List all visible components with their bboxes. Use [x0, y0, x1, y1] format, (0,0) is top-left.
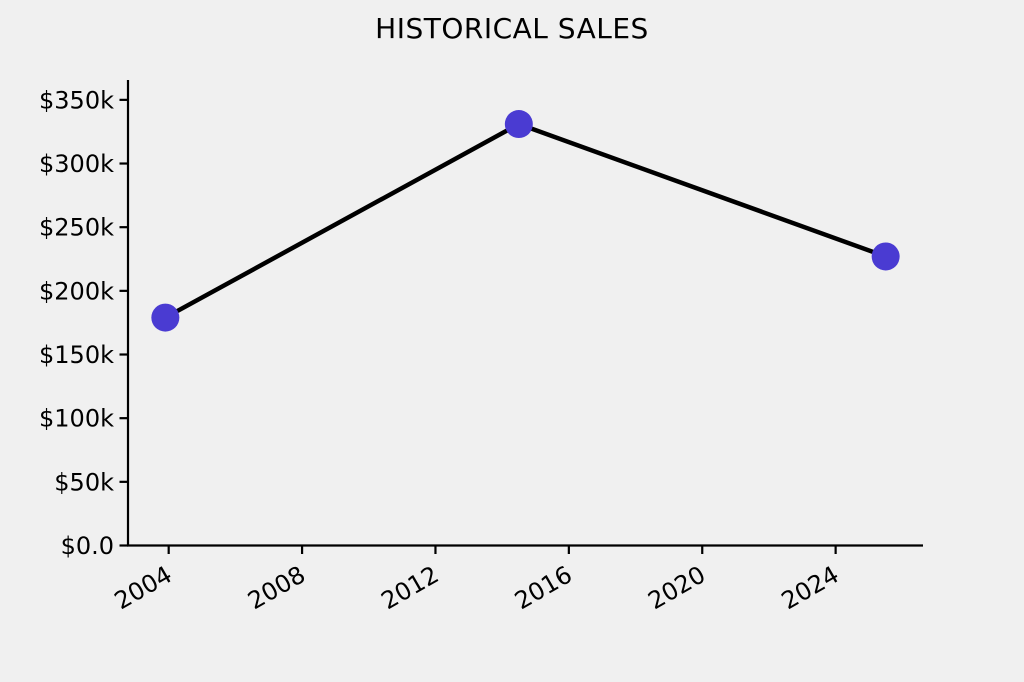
y-tick-label: $50k: [54, 468, 114, 496]
sales-line: [164, 121, 887, 320]
y-tick-label: $350k: [39, 86, 114, 114]
chart-title: HISTORICAL SALES: [375, 12, 649, 45]
x-tick-label: 2012: [377, 560, 444, 615]
y-tick-label: $300k: [39, 150, 114, 178]
x-tick-label: 2020: [643, 560, 710, 615]
y-tick-label: $150k: [39, 341, 114, 369]
data-point: [151, 303, 180, 332]
x-tick-label: 2024: [777, 560, 844, 615]
y-tick-label: $100k: [39, 405, 114, 433]
data-point: [504, 110, 533, 139]
data-point: [871, 242, 900, 271]
y-tick-label: $0.0: [61, 532, 114, 560]
y-tick-label: $250k: [39, 214, 114, 242]
x-tick-label: 2008: [243, 560, 310, 615]
y-tick-label: $200k: [39, 277, 114, 305]
x-tick-label: 2016: [510, 560, 577, 615]
x-tick-label: 2004: [110, 560, 177, 615]
